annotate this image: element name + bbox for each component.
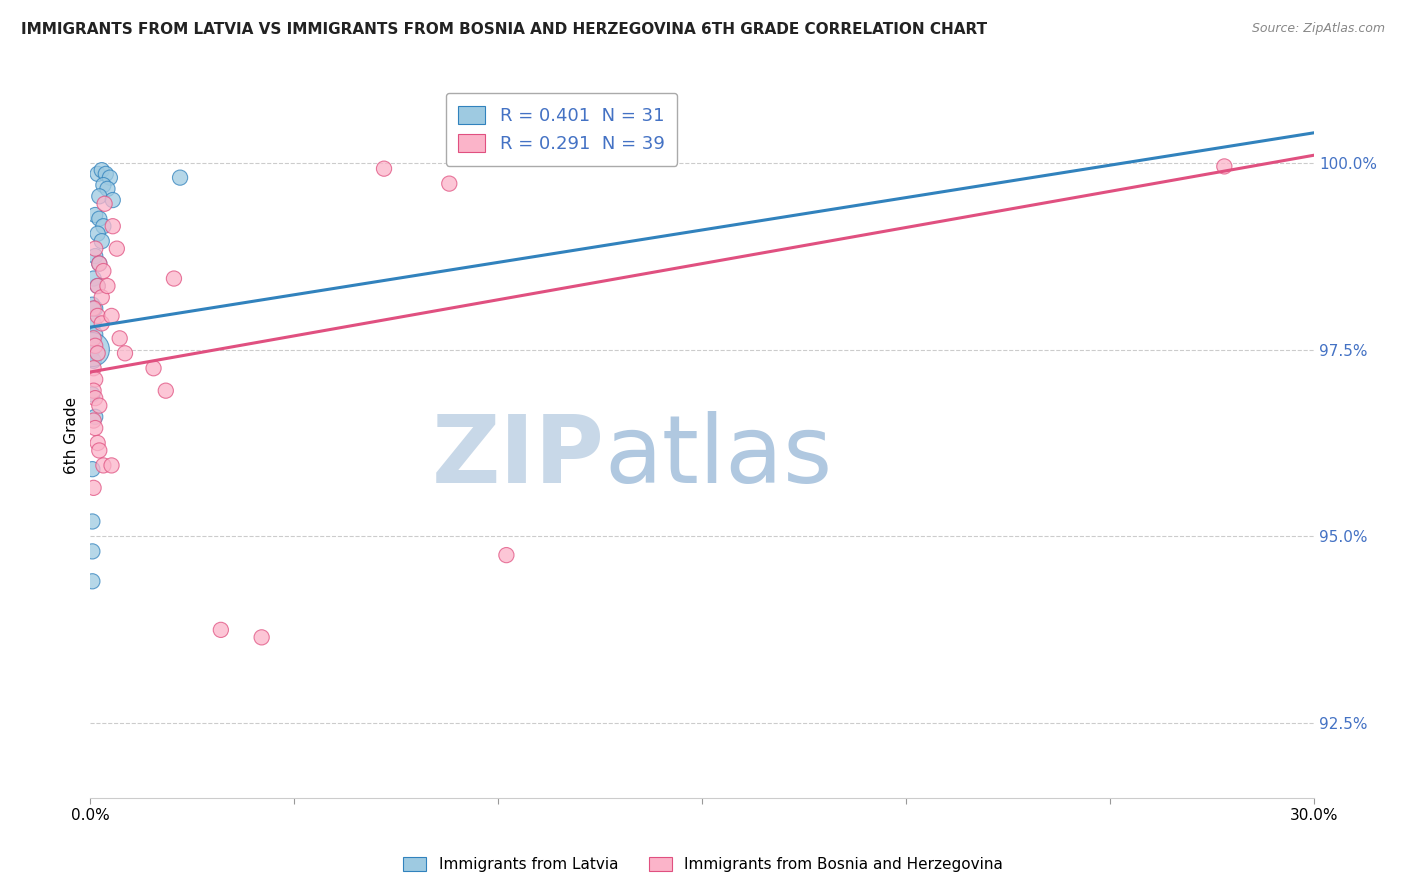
Point [495, 548, 517, 562]
Point [100, 309, 122, 323]
Point [83, 331, 105, 345]
Point [84, 208, 107, 222]
Point [1213, 160, 1236, 174]
Point [89, 443, 111, 458]
Point [93, 264, 115, 278]
Point [84, 242, 107, 256]
Point [82, 343, 104, 357]
Point [101, 219, 124, 234]
Point [86, 167, 108, 181]
Text: ZIP: ZIP [432, 411, 605, 503]
Point [84, 339, 107, 353]
Point [101, 193, 124, 207]
Point [89, 257, 111, 271]
Point [82, 462, 104, 476]
Point [142, 361, 165, 376]
Point [83, 271, 105, 285]
Point [86, 279, 108, 293]
Point [209, 623, 232, 637]
Point [82, 544, 104, 558]
Point [83, 481, 105, 495]
Point [96, 182, 118, 196]
Point [84, 301, 107, 316]
Point [83, 384, 105, 398]
Point [86, 309, 108, 323]
Point [82, 298, 104, 312]
Point [82, 574, 104, 589]
Point [84, 421, 107, 435]
Point [86, 227, 108, 241]
Point [250, 631, 273, 645]
Point [93, 196, 115, 211]
Point [83, 317, 105, 331]
Point [83, 353, 105, 368]
Point [82, 515, 104, 529]
Point [82, 387, 104, 401]
Point [83, 301, 105, 316]
Point [100, 458, 122, 473]
Point [89, 257, 111, 271]
Point [94, 167, 117, 181]
Text: atlas: atlas [605, 411, 832, 503]
Point [84, 391, 107, 405]
Point [90, 290, 112, 304]
Text: Source: ZipAtlas.com: Source: ZipAtlas.com [1251, 22, 1385, 36]
Point [89, 399, 111, 413]
Point [108, 331, 131, 345]
Point [98, 170, 121, 185]
Point [169, 170, 191, 185]
Point [93, 458, 115, 473]
Point [82, 343, 104, 357]
Point [83, 413, 105, 427]
Point [84, 327, 107, 342]
Point [155, 384, 177, 398]
Point [163, 271, 186, 285]
Point [84, 409, 107, 424]
Legend: Immigrants from Latvia, Immigrants from Bosnia and Herzegovina: Immigrants from Latvia, Immigrants from … [395, 849, 1011, 880]
Point [86, 279, 108, 293]
Point [83, 361, 105, 376]
Point [96, 279, 118, 293]
Point [439, 177, 461, 191]
Point [105, 242, 128, 256]
Point [90, 234, 112, 248]
Point [90, 317, 112, 331]
Point [373, 161, 395, 176]
Point [93, 219, 115, 234]
Point [84, 372, 107, 386]
Legend: R = 0.401  N = 31, R = 0.291  N = 39: R = 0.401 N = 31, R = 0.291 N = 39 [446, 93, 678, 166]
Text: IMMIGRANTS FROM LATVIA VS IMMIGRANTS FROM BOSNIA AND HERZEGOVINA 6TH GRADE CORRE: IMMIGRANTS FROM LATVIA VS IMMIGRANTS FRO… [21, 22, 987, 37]
Point [114, 346, 136, 360]
Point [86, 346, 108, 360]
Point [90, 163, 112, 178]
Y-axis label: 6th Grade: 6th Grade [65, 397, 79, 474]
Point [84, 249, 107, 263]
Point [86, 436, 108, 450]
Point [93, 178, 115, 193]
Point [89, 211, 111, 226]
Point [89, 189, 111, 203]
